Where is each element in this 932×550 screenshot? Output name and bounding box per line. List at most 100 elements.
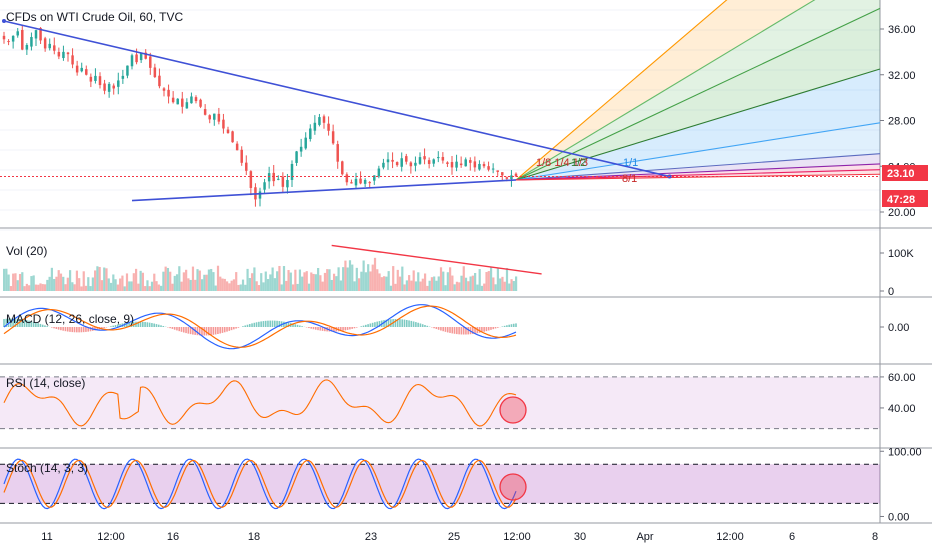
- resistance-trendline[interactable]: [3, 20, 670, 178]
- candle-body[interactable]: [71, 55, 74, 65]
- candle-body[interactable]: [144, 52, 147, 59]
- candle-body[interactable]: [25, 45, 29, 50]
- candle-body[interactable]: [112, 85, 115, 89]
- candle-body[interactable]: [222, 119, 225, 129]
- candle-body[interactable]: [85, 69, 88, 75]
- candle-body[interactable]: [391, 159, 394, 162]
- candle-body[interactable]: [350, 182, 353, 184]
- candle-body[interactable]: [478, 163, 481, 170]
- candle-body[interactable]: [373, 175, 376, 181]
- candle-body[interactable]: [126, 65, 129, 76]
- rsi-highlight-circle[interactable]: [499, 396, 527, 424]
- candle-body[interactable]: [395, 162, 399, 166]
- candle-body[interactable]: [231, 131, 234, 143]
- candle-body[interactable]: [501, 172, 504, 176]
- candle-body[interactable]: [80, 67, 83, 72]
- candle-body[interactable]: [400, 158, 403, 167]
- candle-body[interactable]: [53, 45, 56, 51]
- volume-trendline[interactable]: [331, 244, 542, 275]
- candle-body[interactable]: [94, 75, 97, 81]
- candle-body[interactable]: [153, 67, 157, 78]
- candle-body[interactable]: [245, 162, 248, 171]
- candle-body[interactable]: [2, 35, 6, 40]
- candle-body[interactable]: [368, 182, 371, 184]
- candle-body[interactable]: [203, 109, 207, 115]
- candle-body[interactable]: [30, 37, 33, 47]
- stoch-highlight-circle[interactable]: [499, 473, 527, 501]
- price-candles[interactable]: [2, 24, 518, 207]
- candle-body[interactable]: [226, 129, 230, 134]
- candle-body[interactable]: [277, 178, 280, 180]
- candle-body[interactable]: [107, 83, 111, 92]
- candle-body[interactable]: [482, 164, 486, 167]
- candle-body[interactable]: [185, 102, 189, 109]
- candle-body[interactable]: [11, 35, 15, 42]
- candle-body[interactable]: [98, 76, 102, 86]
- candle-body[interactable]: [286, 179, 289, 188]
- gann-fan[interactable]: [515, 0, 881, 181]
- candle-body[interactable]: [331, 131, 335, 144]
- candle-body[interactable]: [135, 54, 138, 63]
- candle-body[interactable]: [7, 41, 10, 43]
- candle-body[interactable]: [295, 151, 298, 163]
- candle-body[interactable]: [510, 175, 513, 180]
- candle-body[interactable]: [34, 30, 38, 39]
- candle-body[interactable]: [432, 159, 435, 164]
- candle-body[interactable]: [450, 162, 454, 168]
- candle-body[interactable]: [62, 51, 65, 59]
- candle-body[interactable]: [267, 173, 271, 182]
- candle-body[interactable]: [313, 122, 317, 131]
- candle-body[interactable]: [386, 159, 390, 163]
- candle-body[interactable]: [199, 99, 202, 107]
- candle-body[interactable]: [213, 113, 216, 120]
- candle-body[interactable]: [66, 52, 70, 55]
- candle-body[interactable]: [487, 166, 490, 170]
- candle-body[interactable]: [117, 80, 120, 87]
- candle-body[interactable]: [427, 160, 431, 164]
- candle-body[interactable]: [103, 83, 106, 91]
- candle-body[interactable]: [299, 146, 303, 152]
- candle-body[interactable]: [194, 97, 198, 102]
- candle-body[interactable]: [382, 162, 385, 168]
- candle-body[interactable]: [414, 162, 417, 166]
- candle-body[interactable]: [318, 117, 321, 125]
- candle-body[interactable]: [336, 144, 339, 162]
- candle-body[interactable]: [405, 156, 408, 162]
- candle-body[interactable]: [437, 157, 440, 159]
- candle-body[interactable]: [48, 43, 51, 49]
- candle-body[interactable]: [43, 38, 47, 49]
- candle-body[interactable]: [208, 115, 211, 120]
- candle-body[interactable]: [181, 98, 184, 107]
- candle-body[interactable]: [258, 191, 262, 199]
- candle-body[interactable]: [455, 161, 458, 168]
- candle-body[interactable]: [235, 143, 239, 151]
- candle-body[interactable]: [464, 159, 467, 167]
- candle-body[interactable]: [158, 75, 161, 87]
- candle-body[interactable]: [423, 156, 426, 160]
- candle-body[interactable]: [459, 163, 463, 166]
- candle-body[interactable]: [304, 137, 307, 149]
- candle-body[interactable]: [249, 171, 253, 188]
- trendlines[interactable]: [2, 18, 672, 275]
- candle-body[interactable]: [341, 161, 344, 175]
- candle-body[interactable]: [409, 162, 413, 167]
- candle-body[interactable]: [309, 128, 312, 140]
- candle-body[interactable]: [418, 157, 422, 164]
- candle-body[interactable]: [75, 65, 79, 73]
- candle-body[interactable]: [57, 51, 61, 57]
- candle-body[interactable]: [363, 179, 367, 184]
- candle-body[interactable]: [176, 98, 179, 105]
- candle-body[interactable]: [149, 56, 152, 68]
- candle-body[interactable]: [39, 27, 42, 41]
- candle-body[interactable]: [139, 53, 143, 61]
- candle-body[interactable]: [21, 30, 24, 50]
- candle-body[interactable]: [167, 89, 170, 97]
- candle-body[interactable]: [171, 97, 175, 103]
- candle-body[interactable]: [121, 75, 125, 79]
- trendline-handle[interactable]: [2, 18, 6, 23]
- candle-body[interactable]: [441, 156, 445, 161]
- candle-body[interactable]: [16, 31, 19, 36]
- candle-body[interactable]: [263, 182, 266, 190]
- candle-body[interactable]: [281, 176, 285, 187]
- candle-body[interactable]: [446, 162, 449, 164]
